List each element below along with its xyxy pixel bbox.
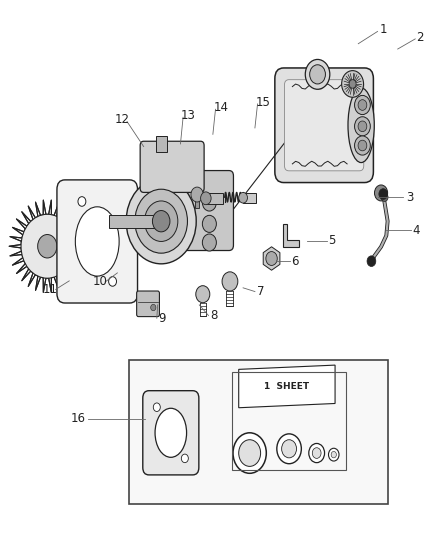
FancyBboxPatch shape bbox=[285, 79, 364, 171]
Text: 3: 3 bbox=[406, 191, 413, 204]
Polygon shape bbox=[263, 247, 280, 270]
Circle shape bbox=[151, 304, 156, 311]
Text: 10: 10 bbox=[92, 276, 107, 288]
Circle shape bbox=[310, 65, 325, 84]
Text: 5: 5 bbox=[328, 235, 336, 247]
Text: 14: 14 bbox=[214, 101, 229, 114]
Circle shape bbox=[266, 252, 277, 265]
Bar bbox=[206, 193, 223, 204]
Circle shape bbox=[109, 277, 117, 286]
Circle shape bbox=[358, 100, 367, 110]
Text: 12: 12 bbox=[114, 114, 129, 126]
Text: 1  SHEET: 1 SHEET bbox=[264, 382, 310, 391]
Circle shape bbox=[202, 234, 216, 251]
Circle shape bbox=[277, 434, 301, 464]
Circle shape bbox=[202, 194, 216, 211]
Circle shape bbox=[202, 215, 216, 232]
Text: 2: 2 bbox=[416, 31, 424, 44]
Circle shape bbox=[233, 433, 266, 473]
Ellipse shape bbox=[155, 408, 187, 457]
Circle shape bbox=[152, 211, 170, 232]
FancyBboxPatch shape bbox=[57, 180, 138, 303]
Circle shape bbox=[181, 454, 188, 463]
Circle shape bbox=[201, 192, 211, 205]
Circle shape bbox=[21, 214, 74, 278]
Text: 13: 13 bbox=[181, 109, 196, 122]
Circle shape bbox=[331, 451, 336, 458]
Text: 15: 15 bbox=[255, 96, 270, 109]
Circle shape bbox=[312, 448, 321, 458]
FancyBboxPatch shape bbox=[183, 171, 233, 251]
Polygon shape bbox=[283, 224, 299, 247]
Text: 11: 11 bbox=[43, 283, 58, 296]
Bar bbox=[195, 189, 199, 208]
Text: 4: 4 bbox=[412, 224, 420, 237]
Circle shape bbox=[354, 136, 370, 155]
Circle shape bbox=[38, 235, 57, 258]
Ellipse shape bbox=[75, 207, 119, 276]
Circle shape bbox=[328, 448, 339, 461]
FancyBboxPatch shape bbox=[275, 68, 373, 182]
Circle shape bbox=[342, 70, 364, 98]
Circle shape bbox=[358, 140, 367, 151]
Bar bbox=[243, 193, 256, 203]
Circle shape bbox=[354, 117, 370, 136]
Circle shape bbox=[374, 185, 388, 201]
Circle shape bbox=[354, 95, 370, 115]
Circle shape bbox=[222, 272, 238, 291]
Circle shape bbox=[126, 179, 196, 264]
Circle shape bbox=[145, 201, 178, 241]
Circle shape bbox=[381, 193, 388, 201]
Text: 16: 16 bbox=[71, 413, 85, 425]
Bar bbox=[129, 360, 388, 504]
Circle shape bbox=[309, 443, 325, 463]
Circle shape bbox=[135, 189, 187, 253]
Circle shape bbox=[349, 79, 356, 88]
Circle shape bbox=[305, 59, 330, 89]
Circle shape bbox=[367, 256, 376, 266]
Text: 8: 8 bbox=[210, 309, 217, 322]
Circle shape bbox=[196, 286, 210, 303]
Circle shape bbox=[191, 187, 203, 202]
Text: 6: 6 bbox=[291, 255, 299, 268]
Circle shape bbox=[358, 121, 367, 132]
FancyBboxPatch shape bbox=[143, 391, 199, 475]
Circle shape bbox=[239, 440, 261, 466]
Text: 7: 7 bbox=[257, 285, 265, 298]
Circle shape bbox=[379, 189, 388, 199]
FancyBboxPatch shape bbox=[140, 141, 204, 192]
Bar bbox=[232, 372, 346, 470]
Circle shape bbox=[78, 197, 86, 206]
Circle shape bbox=[239, 192, 247, 203]
Circle shape bbox=[153, 403, 160, 411]
Polygon shape bbox=[239, 365, 335, 408]
FancyBboxPatch shape bbox=[137, 291, 159, 317]
Bar bbox=[156, 136, 167, 152]
Text: 9: 9 bbox=[158, 312, 166, 325]
Bar bbox=[109, 215, 161, 228]
Text: 1: 1 bbox=[379, 23, 387, 36]
Circle shape bbox=[282, 440, 297, 458]
Ellipse shape bbox=[348, 88, 374, 163]
